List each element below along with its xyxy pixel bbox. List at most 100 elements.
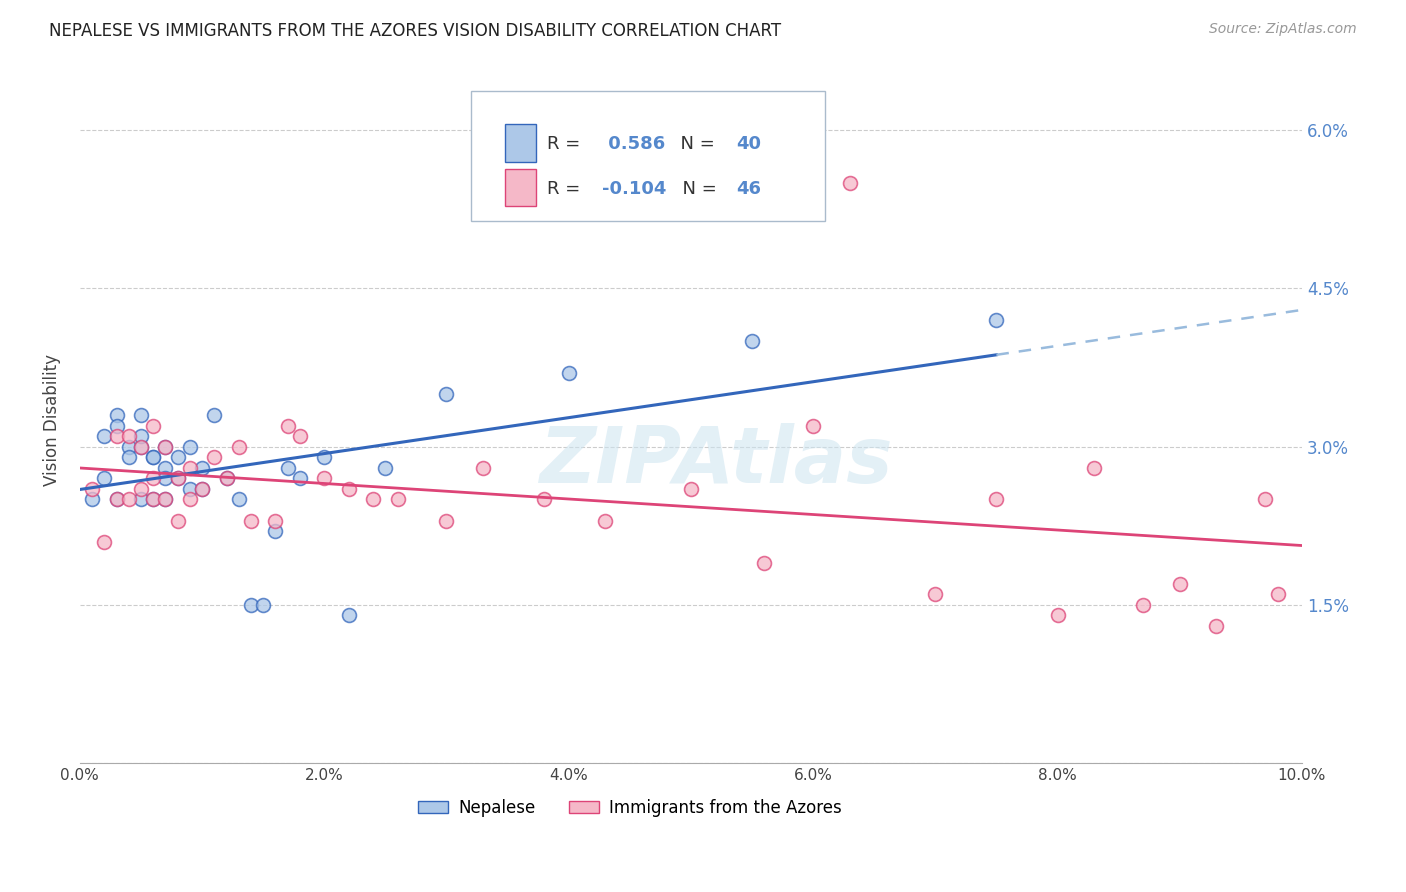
Point bbox=[142, 418, 165, 433]
Point bbox=[155, 492, 177, 507]
Point bbox=[93, 429, 115, 443]
Point bbox=[252, 598, 274, 612]
Point bbox=[1254, 492, 1277, 507]
Point bbox=[557, 366, 579, 380]
Point bbox=[80, 492, 103, 507]
Point bbox=[924, 587, 946, 601]
Text: -0.104: -0.104 bbox=[602, 179, 666, 197]
Text: N =: N = bbox=[671, 179, 723, 197]
Point bbox=[179, 460, 201, 475]
Point bbox=[105, 418, 128, 433]
Point bbox=[361, 492, 384, 507]
Point bbox=[1205, 619, 1227, 633]
Point bbox=[105, 429, 128, 443]
Point bbox=[166, 471, 188, 485]
Point bbox=[1083, 460, 1105, 475]
Point bbox=[155, 440, 177, 454]
Point bbox=[288, 471, 311, 485]
FancyBboxPatch shape bbox=[505, 169, 536, 206]
Point bbox=[1168, 576, 1191, 591]
FancyBboxPatch shape bbox=[505, 124, 536, 161]
Point bbox=[166, 471, 188, 485]
Point bbox=[129, 429, 152, 443]
Text: 0.586: 0.586 bbox=[602, 135, 665, 153]
Point bbox=[215, 471, 238, 485]
Point bbox=[288, 429, 311, 443]
Point bbox=[595, 514, 617, 528]
Text: N =: N = bbox=[669, 135, 720, 153]
Point bbox=[142, 492, 165, 507]
Point bbox=[202, 408, 225, 422]
Point bbox=[986, 492, 1008, 507]
Text: 40: 40 bbox=[737, 135, 761, 153]
Point bbox=[741, 334, 763, 348]
Point bbox=[337, 482, 360, 496]
Point bbox=[228, 440, 250, 454]
Point bbox=[314, 450, 336, 465]
Point bbox=[142, 450, 165, 465]
Text: Source: ZipAtlas.com: Source: ZipAtlas.com bbox=[1209, 22, 1357, 37]
Text: R =: R = bbox=[547, 179, 586, 197]
Point bbox=[179, 440, 201, 454]
Point bbox=[239, 514, 262, 528]
Point bbox=[277, 460, 299, 475]
Point bbox=[166, 450, 188, 465]
Point bbox=[129, 482, 152, 496]
Text: R =: R = bbox=[547, 135, 586, 153]
Point bbox=[228, 492, 250, 507]
Point bbox=[191, 460, 214, 475]
Point bbox=[166, 514, 188, 528]
Point bbox=[129, 492, 152, 507]
Point bbox=[986, 313, 1008, 327]
Point bbox=[838, 176, 860, 190]
Point bbox=[1132, 598, 1154, 612]
Point bbox=[118, 440, 141, 454]
Text: 46: 46 bbox=[737, 179, 761, 197]
Point bbox=[142, 471, 165, 485]
Text: NEPALESE VS IMMIGRANTS FROM THE AZORES VISION DISABILITY CORRELATION CHART: NEPALESE VS IMMIGRANTS FROM THE AZORES V… bbox=[49, 22, 782, 40]
Point bbox=[264, 514, 287, 528]
Point bbox=[387, 492, 409, 507]
Point bbox=[277, 418, 299, 433]
Point bbox=[155, 460, 177, 475]
Point bbox=[314, 471, 336, 485]
Y-axis label: Vision Disability: Vision Disability bbox=[44, 354, 60, 486]
Point bbox=[436, 387, 458, 401]
Point bbox=[472, 460, 495, 475]
Point bbox=[179, 482, 201, 496]
Point bbox=[374, 460, 396, 475]
Point bbox=[264, 524, 287, 538]
Point bbox=[239, 598, 262, 612]
Point bbox=[93, 471, 115, 485]
Point bbox=[118, 450, 141, 465]
Point bbox=[191, 482, 214, 496]
Point bbox=[436, 514, 458, 528]
Point bbox=[801, 418, 824, 433]
Point bbox=[1046, 608, 1069, 623]
Point bbox=[105, 492, 128, 507]
Point bbox=[142, 492, 165, 507]
Point bbox=[105, 408, 128, 422]
Point bbox=[1267, 587, 1289, 601]
Point bbox=[129, 440, 152, 454]
Point bbox=[118, 492, 141, 507]
Text: ZIPAtlas: ZIPAtlas bbox=[538, 424, 891, 500]
Point bbox=[129, 408, 152, 422]
Point bbox=[179, 492, 201, 507]
Point bbox=[93, 534, 115, 549]
Point bbox=[129, 440, 152, 454]
Point bbox=[754, 556, 776, 570]
Legend: Nepalese, Immigrants from the Azores: Nepalese, Immigrants from the Azores bbox=[412, 792, 848, 823]
Point bbox=[80, 482, 103, 496]
Point bbox=[105, 492, 128, 507]
Point bbox=[215, 471, 238, 485]
Point bbox=[679, 482, 702, 496]
Point bbox=[337, 608, 360, 623]
Point bbox=[202, 450, 225, 465]
Point bbox=[142, 450, 165, 465]
FancyBboxPatch shape bbox=[471, 91, 825, 221]
Point bbox=[533, 492, 555, 507]
Point bbox=[191, 482, 214, 496]
Point bbox=[155, 492, 177, 507]
Point bbox=[118, 429, 141, 443]
